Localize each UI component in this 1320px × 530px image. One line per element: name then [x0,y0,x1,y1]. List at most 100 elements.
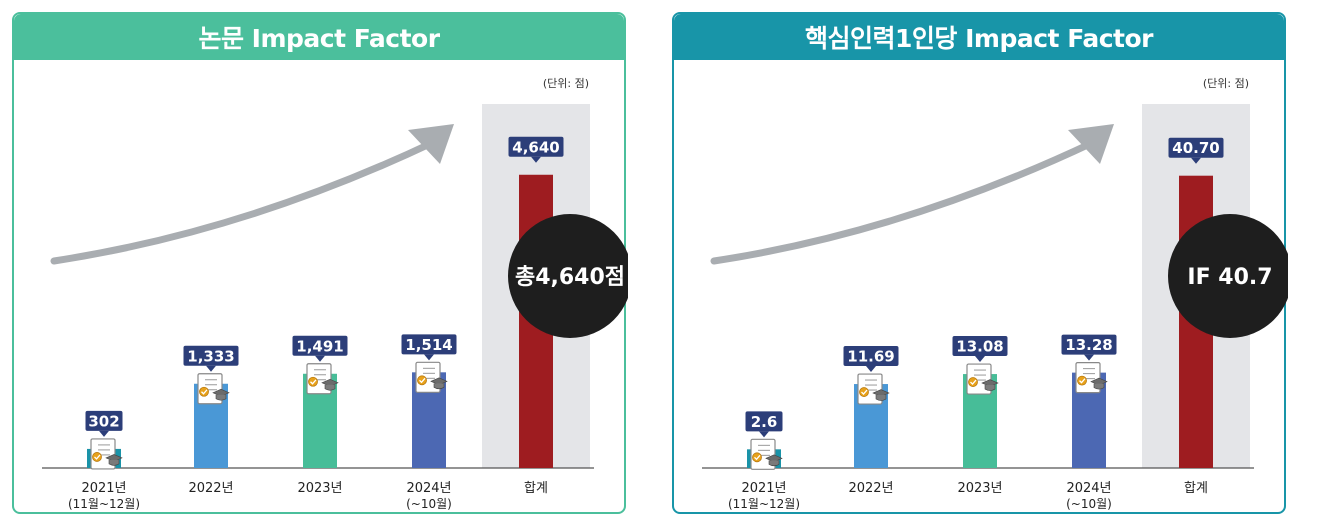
callout-tail [1194,314,1214,330]
value-tag: 1,333 [183,345,239,372]
seal-icon [92,452,102,462]
growth-arrow-shaft [710,138,1098,265]
value-tag-box [952,336,1008,357]
value-tag-box [1168,137,1224,158]
check-icon [310,379,317,385]
value-tag-box [85,410,123,431]
total-callout: IF 40.7 [1168,214,1288,338]
category-sublabel: (~10월) [406,497,452,511]
category-label: 2022년 [848,481,893,496]
certificate-icon [750,438,783,470]
category-sublabel: (~10월) [1066,497,1112,511]
growth-arrow-head [408,124,454,164]
cap-base [1093,383,1105,390]
check-icon [754,454,761,461]
callout-circle [1168,214,1288,338]
panel-title: 논문 Impact Factor [14,14,624,60]
value-tag-box [183,345,239,366]
category-sublabel: (11월~12월) [68,497,140,511]
value-tag-pointer [99,430,109,437]
cap-base [215,394,227,401]
cap-base [324,384,336,391]
chart-panel-per-capita-if: 핵심인력1인당 Impact Factor (단위: 점) 2.6 2021년 (11… [672,12,1288,514]
value-tag: 2.6 [745,411,783,438]
value-tag-pointer [866,366,876,373]
category-sublabel: (11월~12월) [728,497,800,511]
check-icon [419,377,426,384]
growth-arrow [710,124,1114,265]
value-tag-pointer [975,356,985,363]
value-tag: 4,640 [508,136,564,163]
category-label: 2024년 [406,481,451,496]
total-callout: 총4,640점 [508,214,628,338]
value-tag-box [401,334,457,355]
value-tag: 1,491 [292,335,348,362]
value-tag-pointer [206,365,216,372]
unit-label: (단위: 점) [543,77,589,90]
value-tag-pointer [1191,157,1201,164]
callout-circle [508,214,628,338]
data-label: 4,640 [512,138,559,156]
category-label: 2024년 [1066,481,1111,496]
value-tag-box [1061,334,1117,355]
certificate-icon [415,361,448,393]
data-label: 40.70 [1172,139,1219,157]
data-label: 13.28 [1065,336,1112,354]
data-label: 1,514 [405,336,452,354]
certificate-icon [857,373,890,405]
certificate-icon [1075,362,1108,394]
category-label: 합계 [1184,481,1208,496]
seal-icon [308,376,318,387]
value-tag: 1,514 [401,334,457,361]
check-icon [970,379,977,386]
check-icon [861,389,868,395]
seal-icon [417,375,427,386]
cap-base [875,395,887,401]
chart-plot: (단위: 점) 302 2021년(11월~12월) 1,333 2022년 1,491 2… [42,77,628,511]
data-label: 2.6 [751,413,778,431]
data-label: 11.69 [847,348,894,366]
certificate-icon [90,438,123,470]
value-tag-pointer [315,355,325,362]
value-tag-box [843,346,899,367]
seal-icon [1077,375,1087,386]
category-label: 2022년 [188,481,233,496]
seal-icon [968,377,978,387]
seal-icon [752,452,762,463]
data-label: 1,491 [296,337,343,355]
check-icon [94,454,101,460]
category-label: 2023년 [297,481,342,496]
check-icon [201,389,208,395]
cap-base [108,459,120,466]
callout-text: 총4,640점 [515,265,625,290]
growth-arrow [50,124,454,265]
value-tag: 13.08 [952,336,1008,363]
value-tag-pointer [424,354,434,361]
category-label: 2023년 [957,481,1002,496]
category-label: 합계 [524,481,548,496]
check-icon [1079,378,1086,384]
callout-tail [534,314,554,330]
value-tag-pointer [531,156,541,163]
value-tag: 302 [85,410,123,437]
cap-base [984,385,996,391]
seal-icon [859,387,869,397]
callout-text: IF 40.7 [1187,265,1272,290]
chart-plot: (단위: 점) 2.6 2021년(11월~12월) 11.69 2022년 13.08 2… [702,77,1288,511]
growth-arrow-shaft [50,138,438,265]
panel-title: 핵심인력1인당 Impact Factor [674,14,1284,60]
value-tag-pointer [759,431,769,438]
value-tag-pointer [1084,354,1094,361]
unit-label: (단위: 점) [1203,77,1249,90]
value-tag: 40.70 [1168,137,1224,164]
chart-panel-paper-if: 논문 Impact Factor (단위: 점) 302 2021년 (11월~12월… [12,12,628,514]
data-label: 13.08 [956,338,1003,356]
certificate-icon [966,363,999,395]
category-label: 2021년 [741,481,786,496]
data-label: 1,333 [187,347,234,365]
growth-arrow-head [1068,124,1114,164]
cap-base [768,460,780,467]
certificate-icon [197,373,230,405]
cap-base [433,383,445,390]
value-tag-box [508,136,564,157]
